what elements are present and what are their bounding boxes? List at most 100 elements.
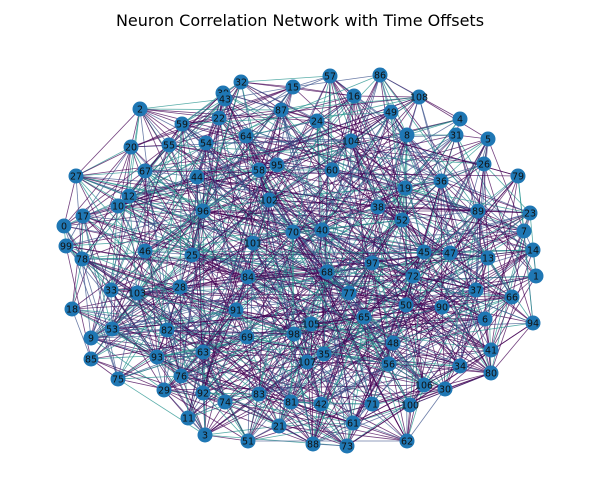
node-104: 104 <box>342 133 360 149</box>
node-label-49: 49 <box>385 107 397 118</box>
edge-25-74 <box>191 254 226 403</box>
edge-51-83 <box>247 393 260 442</box>
edge-39-59 <box>181 92 224 125</box>
edge-34-65 <box>363 316 461 367</box>
edge-14-63 <box>202 249 534 353</box>
node-circle-47 <box>442 245 458 261</box>
edge-48-61 <box>352 342 394 424</box>
edge-66-103 <box>136 292 513 298</box>
edge-86-106 <box>379 74 425 386</box>
edge-25-84 <box>191 254 249 278</box>
edge-17-33 <box>82 215 112 291</box>
node-label-31: 31 <box>450 130 462 141</box>
edge-18-20 <box>71 146 132 310</box>
edge-56-90 <box>388 306 443 365</box>
edge-9-29 <box>90 337 165 391</box>
node-label-79: 79 <box>512 171 524 182</box>
edge-30-89 <box>444 210 479 390</box>
node-label-55: 55 <box>163 140 175 151</box>
edge-97-106 <box>371 262 425 386</box>
edge-65-71 <box>363 316 373 405</box>
edge-76-96 <box>180 210 204 377</box>
edge-58-67 <box>144 169 260 172</box>
edge-53-73 <box>111 328 348 447</box>
edge-17-28 <box>82 215 181 288</box>
edge-4-8 <box>406 118 461 136</box>
edge-30-62 <box>406 388 446 442</box>
node-5: 5 <box>480 131 496 147</box>
edge-63-93 <box>156 351 204 358</box>
node-44: 44 <box>189 169 205 185</box>
edge-61-91 <box>235 309 354 424</box>
edge-38-44 <box>196 176 379 208</box>
edge-32-46 <box>144 81 242 252</box>
edge-49-52 <box>390 111 403 221</box>
node-3: 3 <box>197 427 213 443</box>
node-19: 19 <box>397 180 413 196</box>
node-label-66: 66 <box>506 292 518 303</box>
node-label-98: 98 <box>288 329 300 340</box>
edge-70-99 <box>65 231 294 247</box>
edge-31-89 <box>455 134 479 212</box>
edge-2-55 <box>139 108 170 146</box>
edge-81-97 <box>290 262 373 403</box>
node-label-15: 15 <box>287 82 299 93</box>
edge-25-58 <box>191 169 260 256</box>
edge-59-93 <box>156 123 183 358</box>
node-circle-108 <box>411 89 427 105</box>
node-circle-5 <box>480 131 496 147</box>
node-1: 1 <box>528 268 544 284</box>
edge-52-89 <box>401 210 479 221</box>
node-label-67: 67 <box>139 166 151 177</box>
node-circle-81 <box>283 394 299 410</box>
node-label-81: 81 <box>285 397 297 408</box>
node-circle-62 <box>399 433 415 449</box>
node-label-86: 86 <box>374 70 386 81</box>
node-105: 105 <box>302 316 320 332</box>
node-28: 28 <box>172 279 188 295</box>
node-circle-97 <box>364 255 380 271</box>
node-34: 34 <box>452 358 468 374</box>
edge-57-80 <box>329 75 492 374</box>
edge-33-54 <box>110 142 207 291</box>
node-label-43: 43 <box>219 94 231 105</box>
edge-26-94 <box>483 163 534 324</box>
node-circle-82 <box>159 322 175 338</box>
edge-94-100 <box>409 322 534 406</box>
node-circle-95 <box>269 157 285 173</box>
node-circle-32 <box>233 74 249 90</box>
node-circle-0 <box>56 218 72 234</box>
edge-72-101 <box>252 242 414 277</box>
node-label-75: 75 <box>112 374 124 385</box>
edge-67-86 <box>144 74 381 172</box>
node-85: 85 <box>83 351 99 367</box>
edge-68-84 <box>247 271 328 278</box>
edge-87-92 <box>202 109 282 394</box>
edge-60-87 <box>280 109 333 171</box>
edge-81-99 <box>65 245 292 403</box>
edge-70-104 <box>292 140 352 233</box>
node-circle-8 <box>399 127 415 143</box>
edge-10-19 <box>117 187 406 207</box>
node-label-35: 35 <box>318 349 330 360</box>
edge-75-78 <box>81 258 119 380</box>
edge-13-31 <box>455 134 489 259</box>
edge-66-84 <box>247 276 513 298</box>
node-label-57: 57 <box>324 71 336 82</box>
edge-51-70 <box>247 231 294 442</box>
edge-93-103 <box>136 292 158 358</box>
edge-15-85 <box>90 86 294 360</box>
edge-15-59 <box>181 86 294 125</box>
edge-86-104 <box>350 74 381 142</box>
node-label-19: 19 <box>399 183 411 194</box>
node-80: 80 <box>483 365 499 381</box>
node-label-29: 29 <box>158 385 170 396</box>
edge-66-95 <box>276 164 513 298</box>
edge-16-89 <box>353 95 479 212</box>
node-circle-19 <box>397 180 413 196</box>
edge-0-27 <box>63 175 77 227</box>
node-circle-49 <box>383 104 399 120</box>
node-circle-105 <box>303 316 319 332</box>
edge-77-104 <box>348 140 352 294</box>
edge-91-93 <box>156 309 237 358</box>
